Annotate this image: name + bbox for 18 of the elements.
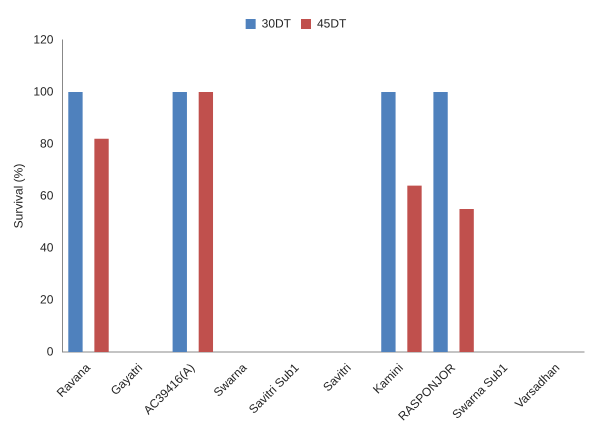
y-tick-label: 80 <box>40 136 54 150</box>
y-axis-title: Survival (%) <box>12 164 26 228</box>
bar <box>198 92 214 352</box>
bar <box>407 186 422 352</box>
bar <box>172 92 187 352</box>
y-tick-label: 120 <box>33 32 54 46</box>
bar <box>433 92 448 352</box>
legend-label: 30DT <box>262 16 292 30</box>
legend-label: 45DT <box>317 16 348 30</box>
bar <box>459 209 474 352</box>
y-tick-label: 20 <box>40 292 54 306</box>
bar <box>381 92 396 352</box>
y-tick-label: 60 <box>40 188 54 202</box>
bar <box>94 138 109 352</box>
y-tick-label: 100 <box>33 84 54 98</box>
y-tick-label: 40 <box>40 240 54 254</box>
bar <box>68 92 83 352</box>
y-tick-label: 0 <box>46 344 54 358</box>
